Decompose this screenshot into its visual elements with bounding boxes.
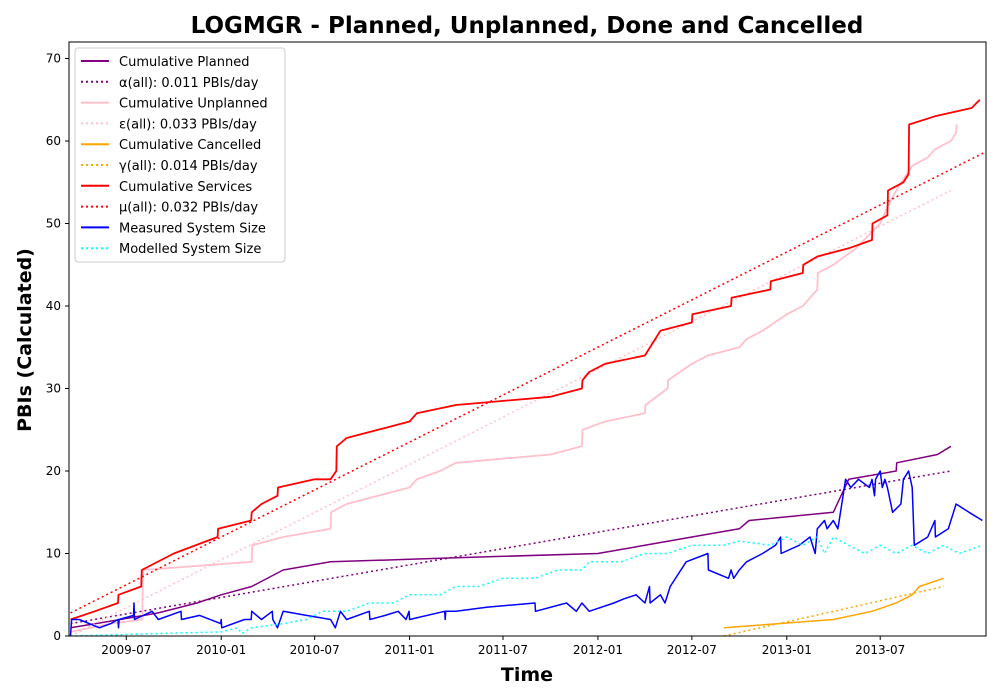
- series-line-2: [70, 470, 952, 625]
- series-line-9: [69, 470, 983, 636]
- series-line-8: [70, 151, 986, 614]
- legend-label: μ(all): 0.032 PBIs/day: [119, 201, 258, 216]
- y-tick-label: 70: [46, 52, 61, 66]
- legend-box: [74, 47, 286, 263]
- series-line-10: [70, 536, 983, 636]
- plot-frame: [68, 41, 987, 637]
- legend-label: Modelled System Size: [119, 242, 261, 257]
- legend-label: Cumulative Cancelled: [119, 138, 261, 153]
- x-tick-label: 2011-07: [478, 643, 528, 657]
- x-tick-label: 2011-01: [385, 643, 435, 657]
- legend: Cumulative Planned α(all): 0.011 PBIs/day…: [74, 47, 286, 263]
- y-tick-label: 50: [46, 217, 61, 231]
- chart-title: LOGMGR - Planned, Unplanned, Done and Ca…: [191, 13, 864, 39]
- legend-label: ε(all): 0.033 PBIs/day: [119, 117, 257, 132]
- x-tick-label: 2013-07: [855, 643, 905, 657]
- y-tick-label: 30: [46, 382, 61, 396]
- series-line-3: [70, 124, 958, 633]
- x-tick-label: 2013-01: [762, 643, 812, 657]
- legend-label: Cumulative Unplanned: [119, 97, 268, 112]
- y-tick-label: 10: [46, 547, 61, 561]
- x-tick-label: 2012-07: [667, 643, 717, 657]
- x-tick-label: 2012-01: [573, 643, 623, 657]
- axis-layer: 2009-07 2010-01 2010-07 2011-01 2011-07 2012-…: [46, 52, 906, 658]
- legend-label: Measured System Size: [119, 221, 266, 236]
- y-axis-label: PBIs (Calculated): [14, 248, 36, 432]
- y-tick-label: 60: [46, 134, 61, 148]
- legend-label: α(all): 0.011 PBIs/day: [119, 76, 259, 91]
- y-tick-label: 40: [46, 299, 61, 313]
- x-axis-label: Time: [501, 664, 553, 686]
- x-tick-label: 2009-07: [101, 643, 151, 657]
- x-tick-label: 2010-07: [290, 643, 340, 657]
- y-tick-label: 0: [53, 629, 61, 643]
- series-line-5: [723, 577, 944, 629]
- legend-label: Cumulative Planned: [119, 55, 249, 70]
- y-tick-label: 20: [46, 464, 61, 478]
- series-layer: [69, 99, 986, 636]
- legend-label: Cumulative Services: [119, 180, 252, 195]
- x-tick-label: 2010-01: [196, 643, 246, 657]
- legend-label: γ(all): 0.014 PBIs/day: [119, 159, 258, 174]
- series-line-7: [70, 99, 981, 621]
